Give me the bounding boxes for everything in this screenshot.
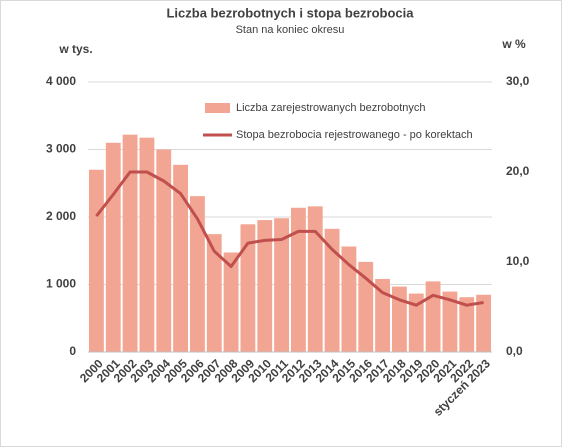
y2-tick-label: 20,0 <box>506 164 530 178</box>
bar <box>89 169 104 352</box>
bar <box>173 164 188 352</box>
bar <box>240 224 256 352</box>
bar <box>206 234 222 352</box>
y2-tick-label: 10,0 <box>506 254 530 268</box>
bar <box>139 137 155 352</box>
bar <box>476 294 491 352</box>
line <box>95 170 484 307</box>
y2-axis-label: w % <box>501 37 526 51</box>
bar <box>105 142 121 352</box>
bar <box>375 278 390 352</box>
y2-tick-label: 0,0 <box>506 344 523 358</box>
bar <box>307 206 323 352</box>
bar <box>442 291 458 352</box>
bar <box>156 149 172 352</box>
chart-subtitle: Stan na koniec okresu <box>236 24 345 36</box>
legend-swatch <box>205 103 230 113</box>
y-tick-label: 0 <box>69 344 76 358</box>
y-tick-label: 2 000 <box>46 209 76 223</box>
bar <box>392 286 407 352</box>
bar <box>425 281 441 352</box>
bar <box>408 293 424 352</box>
legend-label: Liczba zarejestrowanych bezrobotnych <box>236 102 426 114</box>
chart-title: Liczba bezrobotnych i stopa bezrobocia <box>166 5 414 20</box>
y2-tick-label: 30,0 <box>506 74 530 88</box>
bar <box>274 218 289 352</box>
bar <box>223 252 239 352</box>
y-tick-label: 4 000 <box>46 74 76 88</box>
legend-label: Stopa bezrobocia rejestrowanego - po kor… <box>236 129 473 141</box>
bar <box>341 246 357 352</box>
bar <box>190 196 205 352</box>
bar <box>324 228 340 352</box>
y-axis-label: w tys. <box>58 42 92 56</box>
bar <box>257 220 273 352</box>
bar <box>122 134 138 352</box>
bar <box>291 207 306 352</box>
bar <box>459 297 475 352</box>
bar <box>358 261 374 352</box>
y-tick-label: 1 000 <box>46 277 76 291</box>
y-tick-label: 3 000 <box>46 142 76 156</box>
